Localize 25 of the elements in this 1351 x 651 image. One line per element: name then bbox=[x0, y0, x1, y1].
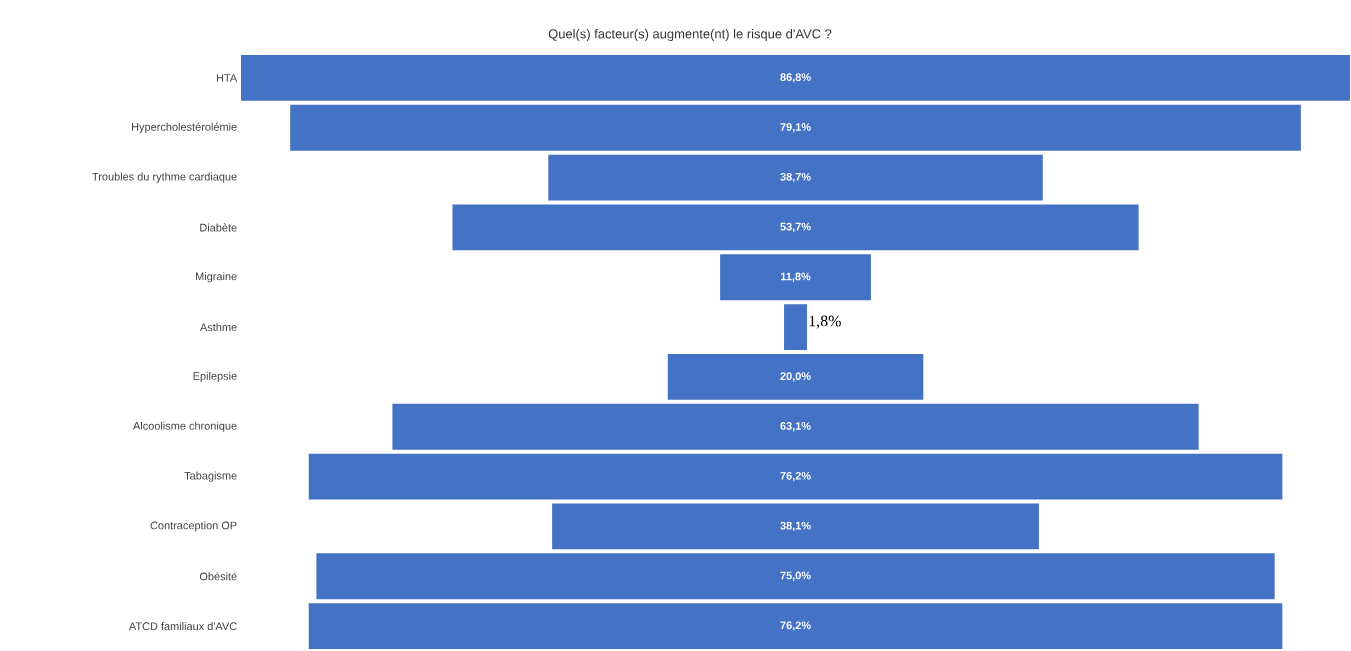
text: Quel(s) facteur(s) augmente(nt) le risque d'AVC ? bbox=[548, 28, 832, 42]
category-label: Epilepsie bbox=[193, 371, 237, 383]
category-label: Asthme bbox=[200, 323, 237, 332]
data-label: 20,0% bbox=[780, 372, 811, 382]
category-label: Alcoolisme chronique bbox=[133, 421, 237, 432]
data-label: 1,8% bbox=[809, 315, 841, 329]
data-label: 76,2% bbox=[780, 471, 811, 482]
data-label: 76,2% bbox=[780, 621, 811, 631]
data-label: 38,7% bbox=[780, 172, 811, 183]
category-label: Migraine bbox=[196, 272, 237, 283]
data-label: 63,1% bbox=[780, 422, 811, 432]
data-label: 38,1% bbox=[780, 521, 811, 532]
category-label: Diabète bbox=[200, 223, 237, 232]
data-label: 11,8% bbox=[780, 272, 811, 282]
data-label: 53,7% bbox=[780, 222, 811, 233]
category-label: Obésité bbox=[199, 572, 237, 581]
category-label: Tabagisme bbox=[184, 471, 237, 482]
category-label: ATCD familiaux d'AVC bbox=[128, 622, 237, 631]
category-label: Contraception OP bbox=[150, 521, 237, 532]
data-label: 86,8% bbox=[780, 73, 811, 83]
data-label: 79,1% bbox=[780, 123, 811, 133]
category-label: Hypercholestérolémie bbox=[132, 122, 237, 133]
category-label: HTA bbox=[216, 74, 238, 82]
data-label: 75,0% bbox=[780, 571, 811, 581]
category-label: Troubles du rythme cardiaque bbox=[92, 172, 237, 183]
